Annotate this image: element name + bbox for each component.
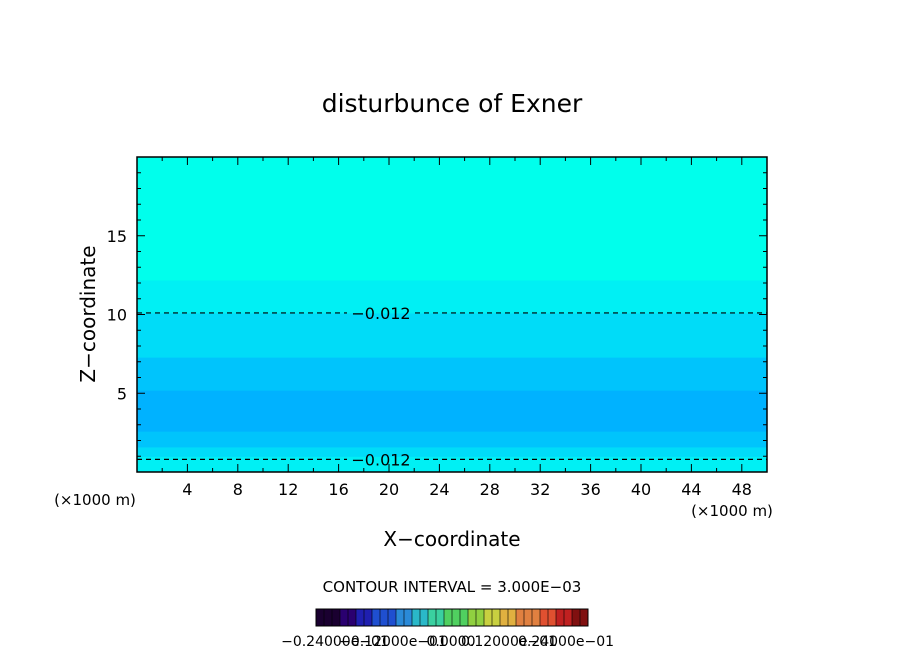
x-tick-label: 8 (233, 480, 243, 499)
contour-band (137, 357, 767, 375)
colorbar-swatch (356, 609, 365, 626)
contour-band (137, 312, 767, 327)
colorbar-swatch (428, 609, 437, 626)
x-tick-label: 48 (732, 480, 752, 499)
colorbar-swatch (332, 609, 341, 626)
colorbar-swatch (348, 609, 357, 626)
colorbar-swatch (340, 609, 349, 626)
x-tick-label: 20 (379, 480, 399, 499)
contour-band (137, 420, 767, 432)
colorbar-swatch (524, 609, 533, 626)
colorbar-swatch (404, 609, 413, 626)
colorbar-swatch (372, 609, 381, 626)
contour-label: −0.012 (351, 304, 410, 323)
x-axis-ticks: 4 8 12 16 20 24 28 32 36 40 44 48 (161, 157, 752, 499)
contour-band (137, 279, 767, 300)
chart-title: disturbunce of Exner (322, 89, 583, 118)
colorbar-swatch (580, 609, 589, 626)
x-unit-right: (×1000 m) (691, 502, 773, 520)
colorbar-tick-label: −0.24000e−01 (281, 634, 389, 650)
colorbar-swatch (364, 609, 373, 626)
colorbar-swatch (532, 609, 541, 626)
colorbar-swatch (492, 609, 501, 626)
colorbar-swatch (316, 609, 325, 626)
contour-band (137, 235, 767, 265)
colorbar-swatch (564, 609, 573, 626)
colorbar-frame (315, 608, 589, 627)
contour-band (137, 325, 767, 339)
x-tick-label: 12 (278, 480, 298, 499)
colorbar (315, 609, 589, 626)
x-tick-label: 40 (631, 480, 651, 499)
contour-lines: −0.012 −0.012 (137, 304, 767, 469)
colorbar-tick-label: 0.0000 (427, 634, 476, 650)
x-tick-label: 44 (681, 480, 701, 499)
contour-band (137, 390, 767, 404)
colorbar-tick-label: −0.12000e−01 (339, 634, 447, 650)
contour-band (137, 456, 767, 472)
y-axis-label: Z−coordinate (76, 245, 100, 382)
colorbar-tick-label: 0.12000e−01 (461, 634, 557, 650)
colorbar-swatch (396, 609, 405, 626)
y-axis-ticks: 5 10 15 (107, 172, 767, 457)
colorbar-swatch (484, 609, 493, 626)
colorbar-swatch (468, 609, 477, 626)
colorbar-swatch (460, 609, 469, 626)
contour-band (137, 374, 767, 391)
colorbar-swatch (436, 609, 445, 626)
colorbar-swatch (476, 609, 485, 626)
x-tick-label: 28 (480, 480, 500, 499)
colorbar-swatch (412, 609, 421, 626)
y-tick-label: 5 (117, 384, 127, 403)
colorbar-swatch (548, 609, 557, 626)
y-tick-label: 15 (107, 227, 127, 246)
colorbar-swatch (540, 609, 549, 626)
x-tick-label: 36 (580, 480, 600, 499)
contour-interval-text: CONTOUR INTERVAL = 3.000E−03 (323, 578, 582, 596)
x-axis-label: X−coordinate (383, 527, 520, 551)
colorbar-swatch (388, 609, 397, 626)
colorbar-swatch (380, 609, 389, 626)
colorbar-swatch (324, 609, 333, 626)
x-unit-left: (×1000 m) (54, 491, 136, 509)
x-tick-label: 4 (182, 480, 192, 499)
contour-band (137, 298, 767, 314)
contour-label: −0.012 (351, 450, 410, 469)
colorbar-swatch (572, 609, 581, 626)
colorbar-swatch (516, 609, 525, 626)
contour-band (137, 431, 767, 448)
colorbar-swatch (556, 609, 565, 626)
colorbar-swatch (420, 609, 429, 626)
y-tick-label: 10 (107, 306, 127, 325)
contour-band (137, 264, 767, 281)
colorbar-swatch (452, 609, 461, 626)
colorbar-tick-labels: −0.24000e−01 −0.12000e−01 0.0000 0.12000… (281, 634, 614, 650)
contour-band (137, 402, 767, 421)
colorbar-swatch (508, 609, 517, 626)
contour-band (137, 338, 767, 358)
filled-contour-bands (137, 157, 767, 472)
contour-band (137, 446, 767, 457)
x-tick-label: 24 (429, 480, 449, 499)
colorbar-swatch (444, 609, 453, 626)
x-tick-label: 16 (328, 480, 348, 499)
x-tick-label: 32 (530, 480, 550, 499)
contour-band (137, 157, 767, 237)
colorbar-tick-label: 0.24000e−01 (518, 634, 614, 650)
colorbar-swatch (500, 609, 509, 626)
